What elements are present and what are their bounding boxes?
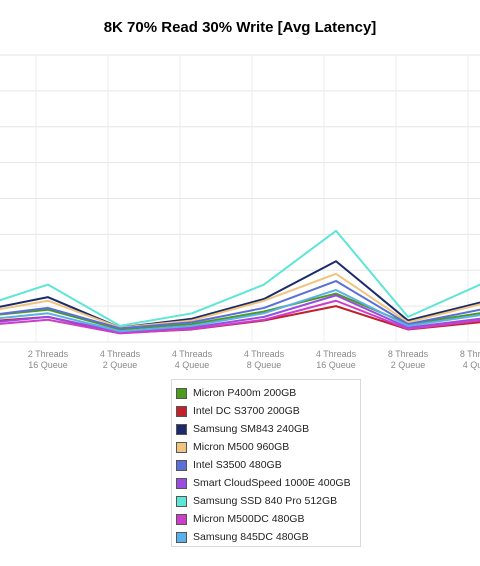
- legend-label: Intel S3500 480GB: [193, 459, 282, 471]
- x-tick-label: 4 Threads 8 Queue: [244, 349, 285, 370]
- series-line-5: [0, 294, 480, 333]
- legend-swatch: [176, 477, 187, 489]
- legend-swatch: [176, 531, 187, 543]
- series-line-0: [0, 292, 480, 331]
- legend-label: Intel DC S3700 200GB: [193, 405, 300, 417]
- legend: Micron P400m 200GB Intel DC S3700 200GB Sa…: [171, 379, 361, 547]
- legend-item[interactable]: Samsung SSD 840 Pro 512GB: [176, 492, 360, 510]
- legend-label: Smart CloudSpeed 1000E 400GB: [193, 477, 351, 489]
- x-tick-label: 4 Threads 4 Queue: [172, 349, 213, 370]
- legend-label: Micron M500 960GB: [193, 441, 290, 453]
- legend-swatch: [176, 513, 187, 525]
- legend-item[interactable]: Samsung SM843 240GB: [176, 420, 360, 438]
- legend-label: Samsung SM843 240GB: [193, 423, 310, 435]
- grid-lines: [0, 54, 480, 343]
- legend-item[interactable]: Samsung 845DC 480GB: [176, 528, 360, 546]
- legend-swatch: [176, 423, 187, 435]
- series-line-8: [0, 288, 480, 333]
- legend-swatch: [176, 441, 187, 453]
- x-tick-label: 2 Threads 16 Queue: [28, 349, 69, 370]
- series-lines: [0, 229, 480, 335]
- series-line-2: [0, 260, 480, 329]
- legend-item[interactable]: Intel DC S3700 200GB: [176, 402, 360, 420]
- legend-swatch: [176, 459, 187, 471]
- legend-swatch: [176, 495, 187, 507]
- series-line-4: [0, 280, 480, 330]
- legend-item[interactable]: Micron M500 960GB: [176, 438, 360, 456]
- x-tick-label: 4 Threads 16 Queue: [316, 349, 357, 370]
- legend-item[interactable]: Intel S3500 480GB: [176, 456, 360, 474]
- series-line-7: [0, 299, 480, 335]
- x-tick-label: 8 Threads 2 Queue: [388, 349, 429, 370]
- series-line-6: [0, 229, 480, 327]
- legend-swatch: [176, 387, 187, 399]
- legend-label: Micron M500DC 480GB: [193, 513, 305, 525]
- legend-item[interactable]: Micron M500DC 480GB: [176, 510, 360, 528]
- legend-label: Samsung SSD 840 Pro 512GB: [193, 495, 338, 507]
- legend-swatch: [176, 405, 187, 417]
- x-tick-label: 4 Threads 2 Queue: [100, 349, 141, 370]
- chart-title: 8K 70% Read 30% Write [Avg Latency]: [103, 19, 377, 36]
- legend-label: Micron P400m 200GB: [193, 387, 297, 399]
- series-line-3: [0, 272, 480, 329]
- legend-label: Samsung 845DC 480GB: [193, 531, 309, 543]
- legend-item[interactable]: Micron P400m 200GB: [176, 384, 360, 402]
- legend-item[interactable]: Smart CloudSpeed 1000E 400GB: [176, 474, 360, 492]
